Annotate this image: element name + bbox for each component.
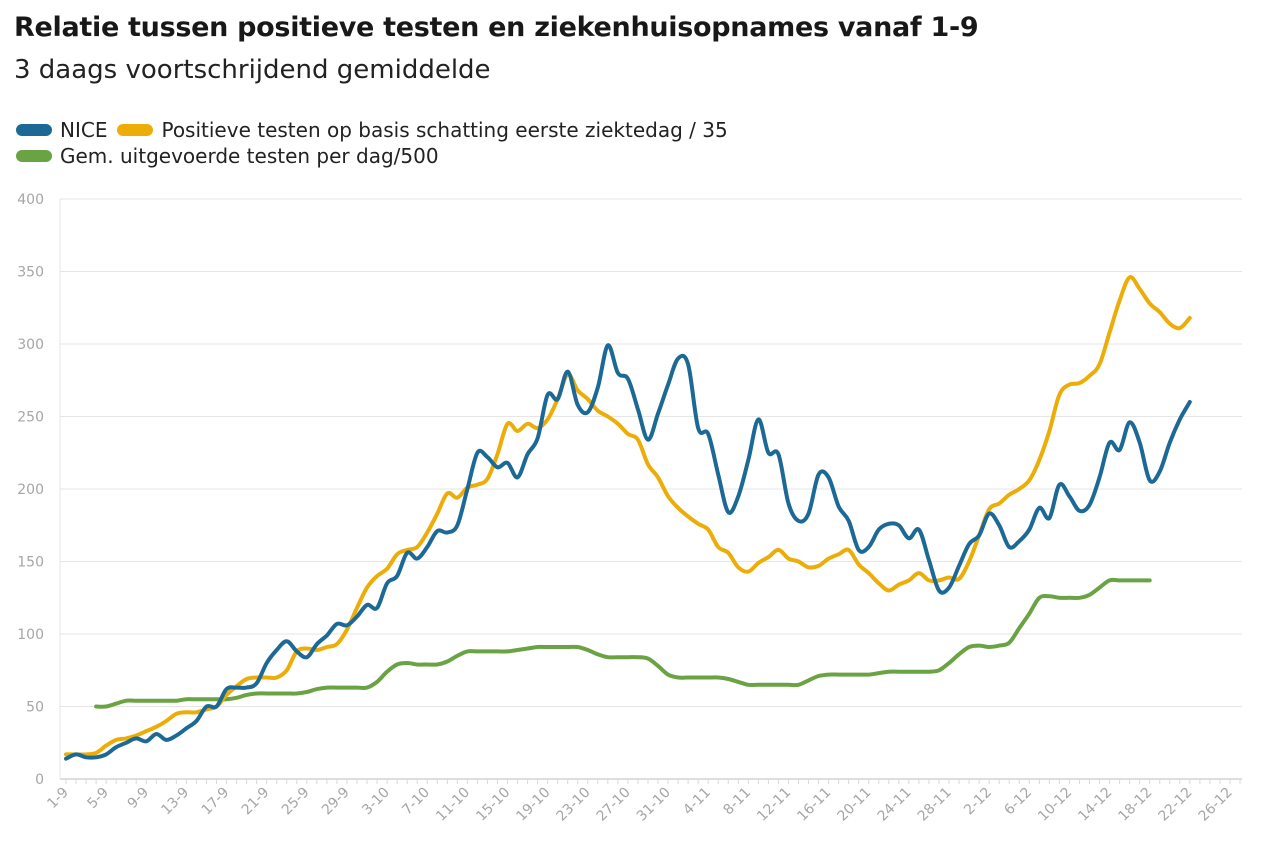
legend-label-nice: NICE (60, 118, 108, 142)
x-tick-label: 15-10 (473, 785, 513, 825)
x-tick-label: 8-11 (720, 785, 754, 819)
series-line-2 (94, 577, 1152, 709)
x-tick-label: 31-10 (634, 785, 674, 825)
x-tick-label: 6-12 (1001, 785, 1035, 819)
x-tick-label: 19-10 (513, 785, 553, 825)
x-tick-label: 14-12 (1075, 785, 1115, 825)
x-tick-label: 26-12 (1196, 785, 1236, 825)
y-tick-label: 250 (17, 410, 44, 426)
y-tick-label: 200 (17, 482, 44, 498)
x-tick-label: 17-9 (199, 785, 233, 819)
x-tick-label: 11-10 (433, 785, 473, 825)
series-line-0 (64, 343, 1192, 761)
x-tick-label: 27-10 (594, 785, 634, 825)
x-tick-label: 23-10 (554, 785, 594, 825)
gridlines (59, 198, 1242, 780)
x-tick-label: 7-10 (399, 785, 433, 819)
series-line-1 (64, 275, 1192, 757)
x-tick-label: 20-11 (834, 785, 874, 825)
y-axis: 0 50 100 150 200 250 300 350 400 (17, 192, 44, 788)
x-tick-label: 21-9 (239, 785, 273, 819)
x-tick-label: 4-11 (680, 785, 714, 819)
x-tick-label: 9-9 (125, 785, 152, 812)
x-tick-label: 1-9 (44, 785, 71, 812)
y-tick-label: 400 (17, 192, 44, 208)
legend-label-tests-performed: Gem. uitgevoerde testen per dag/500 (60, 144, 439, 168)
legend-label-positive-tests: Positieve testen op basis schatting eers… (161, 118, 728, 142)
x-tick-label: 25-9 (279, 785, 313, 819)
x-tick-label: 10-12 (1035, 785, 1075, 825)
x-tick-label: 24-11 (875, 785, 915, 825)
legend-swatch-nice (16, 124, 52, 136)
series-lines (64, 275, 1192, 761)
legend-item-tests-performed: Gem. uitgevoerde testen per dag/500 (16, 144, 439, 168)
y-tick-label: 50 (26, 700, 44, 716)
legend-swatch-tests-performed (16, 150, 52, 162)
x-tick-label: 2-12 (961, 785, 995, 819)
chart-title: Relatie tussen positieve testen en zieke… (14, 12, 979, 43)
x-tick-label: 18-12 (1115, 785, 1155, 825)
y-tick-label: 150 (17, 555, 44, 571)
legend-item-positive-tests: Positieve testen op basis schatting eers… (117, 118, 728, 142)
y-tick-label: 350 (17, 265, 44, 281)
x-tick-label: 13-9 (158, 785, 192, 819)
legend-item-nice: NICE (16, 118, 107, 142)
x-tick-label: 22-12 (1156, 785, 1196, 825)
x-axis: 1-9 5-9 9-9 13-9 17-9 21-9 25-9 29-9 3-10 7-10 11-… (44, 779, 1241, 825)
chart-subtitle: 3 daags voortschrijdend gemiddelde (14, 55, 491, 85)
x-tick-label: 16-11 (794, 785, 834, 825)
y-tick-label: 100 (17, 627, 44, 643)
legend: NICE Positieve testen op basis schatting… (16, 117, 738, 169)
x-tick-label: 5-9 (84, 785, 111, 812)
x-tick-label: 28-11 (915, 785, 955, 825)
x-tick-label: 29-9 (319, 785, 353, 819)
x-tick-label: 12-11 (754, 785, 794, 825)
legend-swatch-positive-tests (117, 124, 154, 136)
x-tick-label: 3-10 (359, 785, 393, 819)
y-tick-label: 0 (35, 772, 44, 788)
y-tick-label: 300 (17, 337, 44, 353)
